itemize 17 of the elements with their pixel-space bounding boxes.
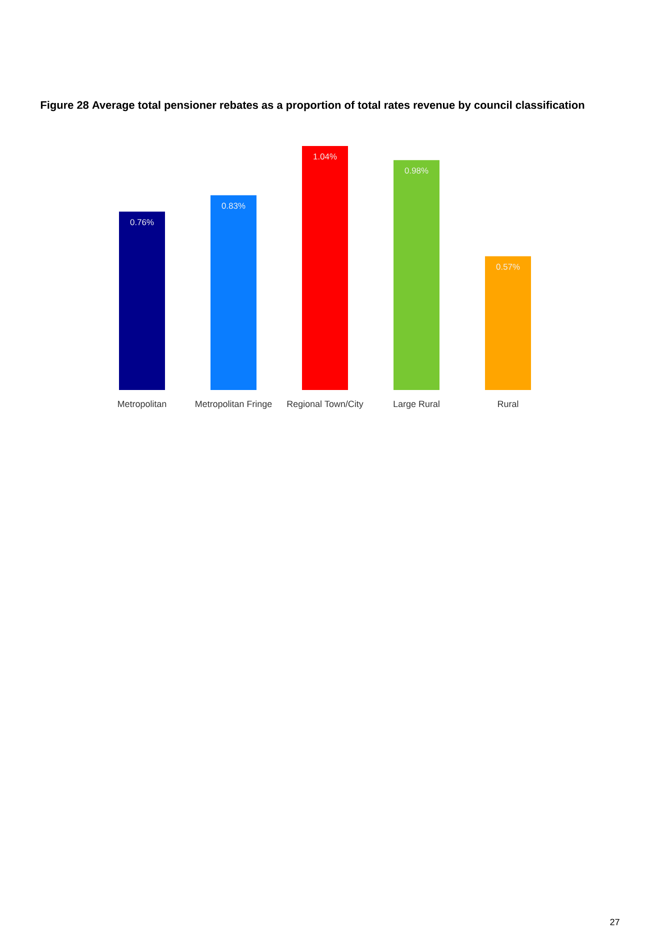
chart-title: Figure 28 Average total pensioner rebates as a proportion of total rates revenue by council classification [40, 100, 584, 112]
data-label: 0.83% [222, 202, 246, 209]
bar [394, 160, 440, 390]
data-label: 0.76% [130, 219, 154, 226]
bar [210, 195, 256, 390]
data-label: 1.04% [314, 154, 337, 160]
x-tick-label: Metropolitan [118, 400, 166, 409]
bar [302, 146, 348, 390]
data-label: 0.98% [404, 168, 428, 174]
data-label: 0.57% [496, 264, 520, 270]
bar [119, 212, 165, 390]
x-tick-label: Metropolitan Fringe [196, 400, 272, 409]
x-tick-label: Regional Town/City [287, 400, 364, 409]
bar [485, 256, 531, 390]
x-tick-label: Rural [498, 400, 518, 408]
x-tick-label: Large Rural [394, 400, 440, 409]
text: 27 [610, 918, 620, 926]
